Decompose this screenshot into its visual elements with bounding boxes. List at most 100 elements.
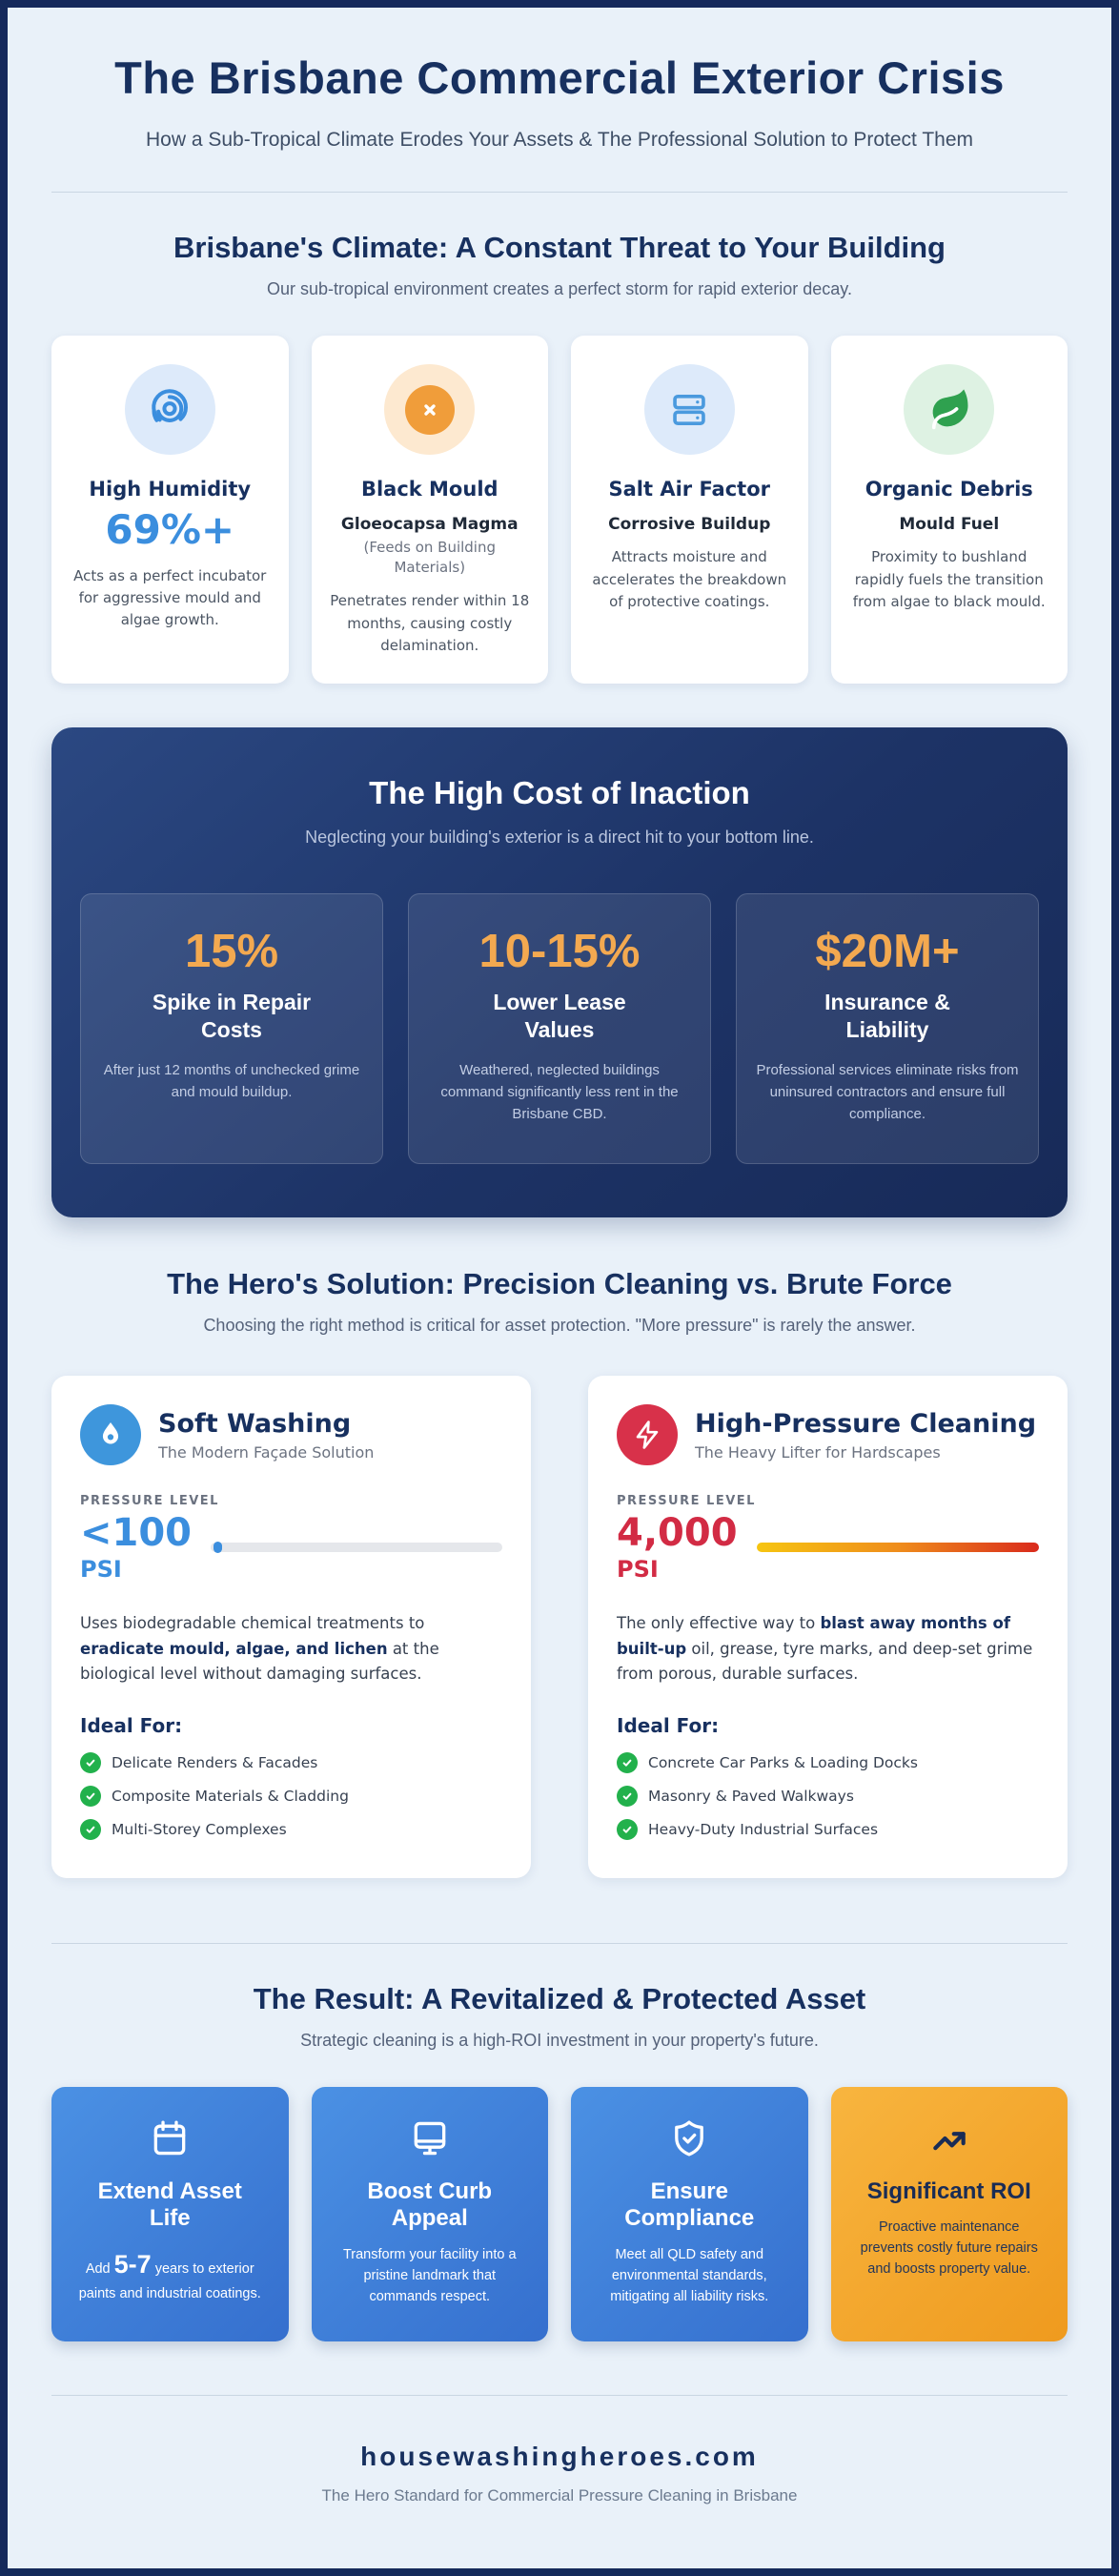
page-title: The Brisbane Commercial Exterior Crisis	[114, 52, 1005, 103]
result-card-desc: Add 5-7 years to exterior paints and ind…	[72, 2245, 268, 2304]
humidity-spiral-icon	[124, 364, 215, 456]
result-card-title: Boost Curb Appeal	[367, 2177, 493, 2232]
climate-subheading: Our sub-tropical environment creates a p…	[267, 279, 852, 299]
method-header: Soft Washing The Modern Façade Solution	[80, 1404, 502, 1466]
result-heading: The Result: A Revitalized & Protected As…	[253, 1981, 866, 2015]
method-title-block: Soft Washing The Modern Façade Solution	[158, 1409, 374, 1462]
website-domain: housewashingheroes.com	[360, 2442, 759, 2472]
desc-bold: blast away months of built-up	[617, 1614, 1011, 1658]
stat-title: Lower Lease Values	[493, 990, 626, 1042]
climate-section: Brisbane's Climate: A Constant Threat to…	[51, 231, 1068, 685]
x-circle-icon	[404, 384, 455, 435]
result-subheading: Strategic cleaning is a high-ROI investm…	[300, 2030, 819, 2050]
check-icon	[80, 1818, 101, 1840]
result-card-boost-curb-appeal: Boost Curb Appeal Transform your facilit…	[311, 2086, 548, 2342]
mould-species: Gloeocapsa Magma	[340, 515, 519, 535]
calendar-icon	[65, 2117, 275, 2159]
result-card-desc: Meet all QLD safety and environmental st…	[610, 2247, 769, 2304]
organic-debris-stat: Mould Fuel	[899, 515, 1000, 535]
stat-value: 10-15%	[478, 926, 641, 978]
result-card-desc: Transform your facility into a pristine …	[342, 2247, 517, 2304]
cost-heading: The High Cost of Inaction	[369, 775, 750, 811]
header-divider	[51, 192, 1068, 194]
stat-title: Insurance & Liability	[824, 990, 950, 1042]
psi-unit: PSI	[617, 1556, 659, 1584]
desc-text: years to exterior paints and industrial …	[78, 2261, 261, 2301]
check-icon	[80, 1785, 101, 1807]
shield-check-icon	[584, 2117, 795, 2159]
ideal-item-text: Concrete Car Parks & Loading Docks	[648, 1753, 918, 1771]
desc-text: The only effective way to	[617, 1614, 821, 1633]
result-card-grid: Extend Asset Life Add 5-7 years to exter…	[51, 2086, 1068, 2342]
lightning-icon	[617, 1404, 678, 1466]
page-footer: housewashingheroes.com The Hero Standard…	[51, 2396, 1068, 2559]
method-card-high-pressure: High-Pressure Cleaning The Heavy Lifter …	[588, 1376, 1068, 1878]
footer-divider	[51, 2395, 1068, 2397]
pressure-row: <100 PSI	[80, 1512, 502, 1583]
stat-title: Spike in Repair Costs	[152, 990, 312, 1042]
result-card-title: Extend Asset Life	[97, 2177, 242, 2232]
climate-card-title: High Humidity	[89, 478, 252, 501]
leaf-icon	[904, 364, 995, 456]
ideal-list-item: Delicate Renders & Facades	[80, 1751, 502, 1773]
pressure-bar-high	[756, 1543, 1039, 1553]
climate-card-title: Black Mould	[360, 478, 498, 501]
stat-value: $20M+	[815, 926, 960, 978]
method-title-block: High-Pressure Cleaning The Heavy Lifter …	[695, 1409, 1036, 1462]
stat-desc: After just 12 months of unchecked grime …	[103, 1061, 360, 1100]
method-desc: The only effective way to blast away mon…	[617, 1611, 1039, 1687]
water-drop-icon	[80, 1404, 141, 1466]
desc-bold: eradicate mould, algae, and lichen	[80, 1639, 388, 1658]
page-subtitle: How a Sub-Tropical Climate Erodes Your A…	[145, 129, 974, 152]
result-card-extend-asset-life: Extend Asset Life Add 5-7 years to exter…	[51, 2086, 289, 2342]
ideal-item-text: Delicate Renders & Facades	[112, 1753, 318, 1771]
ideal-list-item: Heavy-Duty Industrial Surfaces	[617, 1818, 1039, 1840]
ideal-list-item: Concrete Car Parks & Loading Docks	[617, 1751, 1039, 1773]
ideal-item-text: Masonry & Paved Walkways	[648, 1787, 854, 1805]
method-tagline: The Heavy Lifter for Hardscapes	[695, 1442, 941, 1462]
psi-value: <100	[80, 1511, 193, 1556]
salt-air-stat: Corrosive Buildup	[608, 515, 771, 535]
humidity-stat: 69%+	[105, 506, 235, 554]
solution-section: The Hero's Solution: Precision Cleaning …	[51, 1267, 1068, 1878]
pressure-level-label: PRESSURE LEVEL	[617, 1494, 756, 1509]
psi-block: <100 PSI	[80, 1512, 192, 1583]
server-icon	[643, 364, 735, 456]
solution-subheading: Choosing the right method is critical fo…	[203, 1316, 916, 1336]
climate-card-desc: Attracts moisture and accelerates the br…	[592, 548, 787, 610]
ideal-for-label: Ideal For:	[80, 1713, 183, 1737]
footer-tagline: The Hero Standard for Commercial Pressur…	[321, 2486, 798, 2505]
mould-species-note: (Feeds on Building Materials)	[363, 539, 497, 577]
climate-heading: Brisbane's Climate: A Constant Threat to…	[173, 231, 946, 265]
page-content: The Brisbane Commercial Exterior Crisis …	[8, 51, 1111, 2568]
cost-subheading: Neglecting your building's exterior is a…	[305, 828, 814, 848]
result-section: The Result: A Revitalized & Protected As…	[51, 1982, 1068, 2342]
pressure-level-label: PRESSURE LEVEL	[80, 1494, 219, 1509]
check-icon	[617, 1785, 638, 1807]
climate-card-black-mould: Black Mould Gloeocapsa Magma (Feeds on B…	[311, 336, 548, 685]
climate-card-high-humidity: High Humidity 69%+ Acts as a perfect inc…	[51, 336, 289, 685]
method-title: High-Pressure Cleaning	[695, 1408, 1037, 1439]
climate-card-grid: High Humidity 69%+ Acts as a perfect inc…	[51, 336, 1068, 685]
ideal-list-item: Masonry & Paved Walkways	[617, 1785, 1039, 1807]
solution-divider	[51, 1942, 1068, 1944]
solution-heading: The Hero's Solution: Precision Cleaning …	[167, 1267, 952, 1301]
check-icon	[80, 1751, 101, 1773]
desc-highlight: 5-7	[113, 2250, 152, 2280]
climate-card-title: Organic Debris	[865, 478, 1033, 501]
ideal-list-item: Multi-Storey Complexes	[80, 1818, 502, 1840]
method-tagline: The Modern Façade Solution	[158, 1442, 375, 1462]
stat-card-lease-values: 10-15% Lower Lease Values Weathered, neg…	[408, 893, 711, 1165]
result-card-desc: Proactive maintenance prevents costly fu…	[860, 2219, 1038, 2277]
stat-desc: Professional services eliminate risks fr…	[756, 1061, 1019, 1123]
ideal-list: Delicate Renders & Facades Composite Mat…	[80, 1751, 502, 1840]
climate-card-desc: Acts as a perfect incubator for aggressi…	[73, 566, 267, 629]
ideal-list: Concrete Car Parks & Loading Docks Mason…	[617, 1751, 1039, 1840]
ideal-for-label: Ideal For:	[617, 1713, 720, 1737]
stat-value: 15%	[184, 926, 279, 978]
desc-text: at the biological level without damaging…	[80, 1639, 439, 1684]
result-card-title: Ensure Compliance	[624, 2177, 755, 2232]
climate-card-desc: Proximity to bushland rapidly fuels the …	[852, 548, 1046, 610]
desc-text: Add	[85, 2261, 114, 2278]
